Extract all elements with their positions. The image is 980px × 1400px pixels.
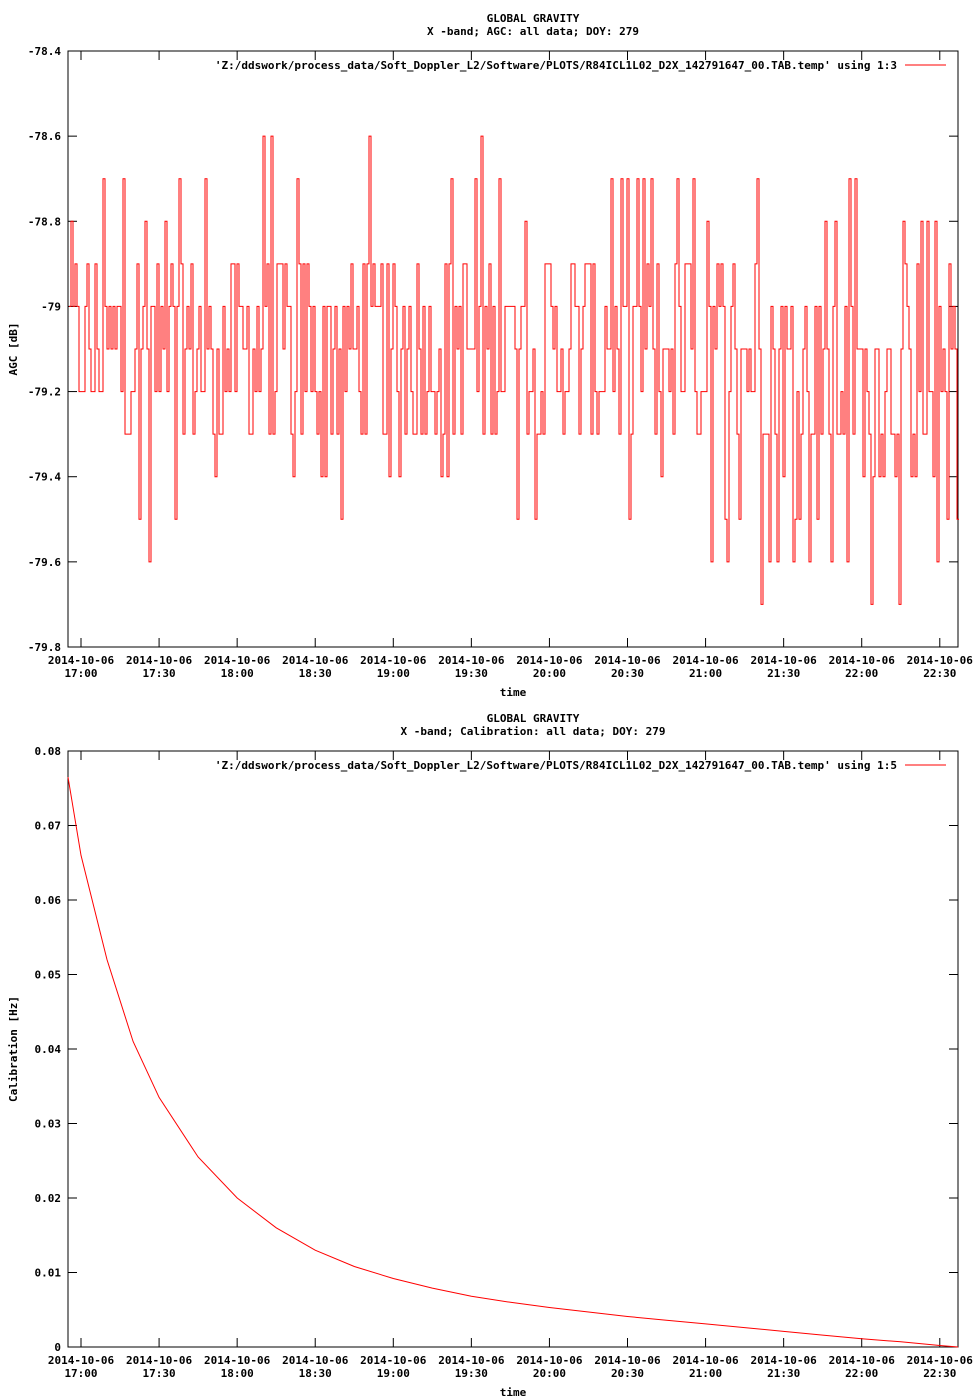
x-tick-time-label: 22:00 (845, 1367, 878, 1380)
x-tick-date-label: 2014-10-06 (829, 1354, 896, 1367)
y-tick-label: 0.06 (35, 894, 62, 907)
y-tick-label: -79.6 (28, 556, 61, 569)
chart-subtitle: X -band; Calibration: all data; DOY: 279 (401, 725, 666, 738)
x-tick-time-label: 18:00 (221, 667, 254, 680)
x-tick-time-label: 19:00 (377, 1367, 410, 1380)
x-axis-label: time (500, 1386, 527, 1399)
y-axis-label: Calibration [Hz] (7, 996, 20, 1102)
x-tick-time-label: 20:30 (611, 1367, 644, 1380)
x-tick-date-label: 2014-10-06 (829, 654, 896, 667)
y-tick-label: -78.6 (28, 130, 61, 143)
chart-title: GLOBAL GRAVITY (487, 12, 580, 25)
y-tick-label: 0.04 (35, 1043, 62, 1056)
y-tick-label: -78.8 (28, 215, 61, 228)
x-tick-date-label: 2014-10-06 (516, 654, 583, 667)
y-tick-label: 0 (54, 1341, 61, 1354)
x-tick-date-label: 2014-10-06 (516, 1354, 583, 1367)
x-tick-date-label: 2014-10-06 (594, 1354, 661, 1367)
y-tick-label: 0.03 (35, 1118, 62, 1131)
x-tick-time-label: 18:30 (299, 1367, 332, 1380)
legend-label: 'Z:/ddswork/process_data/Soft_Doppler_L2… (215, 759, 897, 772)
y-tick-label: 0.01 (35, 1267, 62, 1280)
chart-title: GLOBAL GRAVITY (487, 712, 580, 725)
x-tick-time-label: 20:00 (533, 1367, 566, 1380)
x-tick-time-label: 17:30 (143, 667, 176, 680)
x-tick-time-label: 19:00 (377, 667, 410, 680)
x-tick-date-label: 2014-10-06 (672, 654, 739, 667)
x-tick-date-label: 2014-10-06 (360, 654, 427, 667)
x-tick-time-label: 22:30 (923, 1367, 956, 1380)
x-tick-date-label: 2014-10-06 (907, 1354, 974, 1367)
x-tick-date-label: 2014-10-06 (282, 654, 349, 667)
x-tick-date-label: 2014-10-06 (48, 1354, 115, 1367)
x-tick-date-label: 2014-10-06 (907, 654, 974, 667)
y-tick-label: 0.02 (35, 1192, 62, 1205)
legend-label: 'Z:/ddswork/process_data/Soft_Doppler_L2… (215, 59, 897, 72)
x-tick-time-label: 21:30 (767, 667, 800, 680)
y-tick-label: 0.08 (35, 745, 62, 758)
x-tick-date-label: 2014-10-06 (751, 1354, 818, 1367)
x-tick-time-label: 19:30 (455, 667, 488, 680)
x-tick-time-label: 20:00 (533, 667, 566, 680)
x-tick-date-label: 2014-10-06 (438, 1354, 505, 1367)
x-tick-date-label: 2014-10-06 (126, 1354, 193, 1367)
x-tick-time-label: 19:30 (455, 1367, 488, 1380)
x-tick-time-label: 20:30 (611, 667, 644, 680)
y-tick-label: -79.8 (28, 641, 61, 654)
x-tick-time-label: 17:00 (64, 667, 97, 680)
x-tick-date-label: 2014-10-06 (751, 654, 818, 667)
y-axis-label: AGC [dB] (7, 323, 20, 376)
x-tick-date-label: 2014-10-06 (204, 654, 271, 667)
x-axis-label: time (500, 686, 527, 699)
x-tick-date-label: 2014-10-06 (438, 654, 505, 667)
x-tick-date-label: 2014-10-06 (126, 654, 193, 667)
y-tick-label: 0.07 (35, 820, 62, 833)
y-tick-label: -78.4 (28, 45, 61, 58)
y-tick-label: -79 (41, 300, 61, 313)
x-tick-date-label: 2014-10-06 (360, 1354, 427, 1367)
x-tick-time-label: 18:30 (299, 667, 332, 680)
x-tick-time-label: 21:30 (767, 1367, 800, 1380)
x-tick-time-label: 17:00 (64, 1367, 97, 1380)
x-tick-time-label: 18:00 (221, 1367, 254, 1380)
x-tick-time-label: 21:00 (689, 667, 722, 680)
x-tick-date-label: 2014-10-06 (672, 1354, 739, 1367)
chart-subtitle: X -band; AGC: all data; DOY: 279 (427, 25, 639, 38)
x-tick-date-label: 2014-10-06 (282, 1354, 349, 1367)
x-tick-time-label: 22:30 (923, 667, 956, 680)
y-tick-label: 0.05 (35, 969, 62, 982)
series-line (69, 135, 959, 605)
x-tick-date-label: 2014-10-06 (204, 1354, 271, 1367)
plot-frame (67, 50, 959, 648)
x-tick-date-label: 2014-10-06 (594, 654, 661, 667)
x-tick-date-label: 2014-10-06 (48, 654, 115, 667)
x-tick-time-label: 21:00 (689, 1367, 722, 1380)
x-tick-time-label: 17:30 (143, 1367, 176, 1380)
plot-frame (67, 750, 959, 1348)
series-line (67, 777, 959, 1348)
y-tick-label: -79.2 (28, 386, 61, 399)
x-tick-time-label: 22:00 (845, 667, 878, 680)
y-tick-label: -79.4 (28, 471, 61, 484)
